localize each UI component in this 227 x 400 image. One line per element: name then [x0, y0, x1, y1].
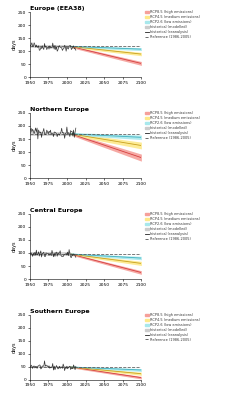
Y-axis label: days: days — [11, 241, 16, 252]
Y-axis label: days: days — [11, 342, 16, 353]
Text: Southern Europe: Southern Europe — [30, 309, 89, 314]
Legend: RCP8.5 (high emissions), RCP4.5 (medium emissions), RCP2.6 (low emissions), hist: RCP8.5 (high emissions), RCP4.5 (medium … — [145, 212, 199, 241]
Legend: RCP8.5 (high emissions), RCP4.5 (medium emissions), RCP2.6 (low emissions), hist: RCP8.5 (high emissions), RCP4.5 (medium … — [145, 313, 199, 342]
Text: Northern Europe: Northern Europe — [30, 107, 88, 112]
Legend: RCP8.5 (high emissions), RCP4.5 (medium emissions), RCP2.6 (low emissions), hist: RCP8.5 (high emissions), RCP4.5 (medium … — [145, 112, 199, 140]
Legend: RCP8.5 (high emissions), RCP4.5 (medium emissions), RCP2.6 (low emissions), hist: RCP8.5 (high emissions), RCP4.5 (medium … — [145, 10, 199, 39]
Text: Europe (EEA38): Europe (EEA38) — [30, 6, 84, 11]
Text: Central Europe: Central Europe — [30, 208, 82, 213]
Y-axis label: days: days — [11, 140, 16, 151]
Y-axis label: days: days — [11, 39, 16, 50]
